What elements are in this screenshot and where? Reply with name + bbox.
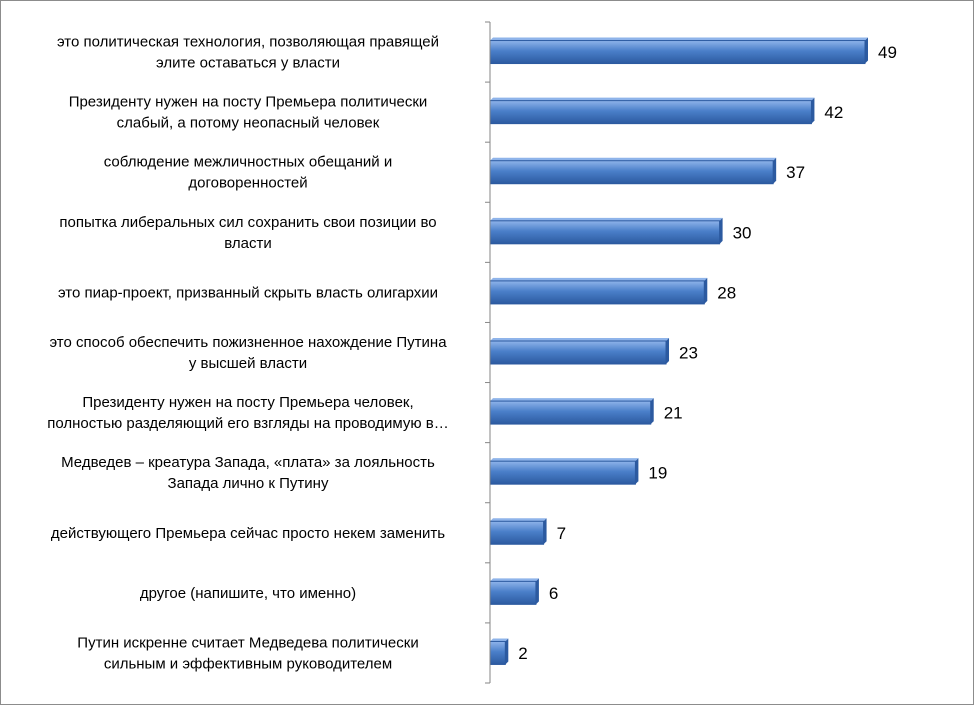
bar-top-face <box>490 277 708 281</box>
category-label-3: соблюдение межличностных обещаний и догов… <box>104 154 392 192</box>
bar-11 <box>489 638 509 665</box>
category-label-10: другое (напишите, что именно) <box>140 585 356 602</box>
bar-top-face <box>490 578 539 582</box>
bar-front-face <box>489 100 812 125</box>
category-label-4: попытка либеральных сил сохранить свои п… <box>59 214 436 252</box>
data-label-11: 2 <box>518 644 527 663</box>
data-label-7: 21 <box>664 404 683 423</box>
bar-6 <box>489 338 670 365</box>
bar-front-face <box>489 640 506 665</box>
bar-10 <box>489 578 539 605</box>
bars-layer <box>489 37 868 665</box>
data-label-3: 37 <box>786 163 805 182</box>
bar-side-face <box>719 217 723 244</box>
data-label-9: 7 <box>557 524 566 543</box>
bar-top-face <box>490 37 868 41</box>
category-label-7: Президенту нужен на посту Премьера челов… <box>47 394 448 432</box>
bar-side-face <box>865 37 868 64</box>
bar-front-face <box>489 460 636 485</box>
category-labels: это политическая технология, позволяющая… <box>47 34 448 673</box>
bar-7 <box>489 398 654 425</box>
category-label-5: это пиар-проект, призванный скрыть власт… <box>58 284 438 301</box>
category-label-1: это политическая технология, позволяющая… <box>57 34 439 72</box>
bar-top-face <box>490 398 654 402</box>
data-label-8: 19 <box>648 464 667 483</box>
bar-side-face <box>635 458 639 485</box>
bar-3 <box>489 157 777 185</box>
bar-side-face <box>704 277 708 304</box>
data-label-1: 49 <box>878 43 897 62</box>
data-label-5: 28 <box>717 283 736 302</box>
bar-front-face <box>489 220 721 245</box>
bar-9 <box>489 518 547 545</box>
category-axis <box>485 21 491 684</box>
data-label-10: 6 <box>549 584 558 603</box>
bar-side-face <box>811 97 815 124</box>
category-label-9: действующего Премьера сейчас просто неке… <box>51 525 445 542</box>
data-label-4: 30 <box>733 223 752 242</box>
bar-top-face <box>490 97 815 101</box>
bar-front-face <box>489 580 537 605</box>
bar-top-face <box>490 217 723 221</box>
category-label-6: это способ обеспечить пожизненное нахожд… <box>49 334 447 372</box>
bar-front-face <box>489 280 705 305</box>
bar-front-face <box>489 340 667 365</box>
bar-2 <box>489 97 815 125</box>
bar-side-face <box>773 157 777 184</box>
data-labels: 49 42 37 30 28 23 21 19 7 6 2 <box>518 43 897 663</box>
bar-side-face <box>543 518 547 545</box>
category-label-2: Президенту нужен на посту Премьера полит… <box>69 94 428 132</box>
bar-1 <box>489 37 868 65</box>
bar-front-face <box>489 40 866 65</box>
bar-4 <box>489 217 723 245</box>
bar-8 <box>489 458 639 485</box>
bar-top-face <box>490 157 777 161</box>
category-label-8: Медведев – креатура Запада, «плата» за л… <box>61 454 435 492</box>
bar-5 <box>489 277 708 305</box>
bar-top-face <box>490 338 670 341</box>
bar-top-face <box>490 638 509 642</box>
data-label-2: 42 <box>824 103 843 122</box>
category-label-11: Путин искренне считает Медведева политич… <box>77 634 418 672</box>
bar-side-face <box>505 638 509 665</box>
bar-front-face <box>489 400 652 425</box>
bar-side-face <box>666 338 670 364</box>
bar-top-face <box>490 518 547 522</box>
bar-side-face <box>650 398 654 425</box>
bar-top-face <box>490 458 639 462</box>
data-label-6: 23 <box>679 344 698 363</box>
bar-front-face <box>489 520 545 545</box>
bar-side-face <box>535 578 539 605</box>
bar-front-face <box>489 160 774 185</box>
